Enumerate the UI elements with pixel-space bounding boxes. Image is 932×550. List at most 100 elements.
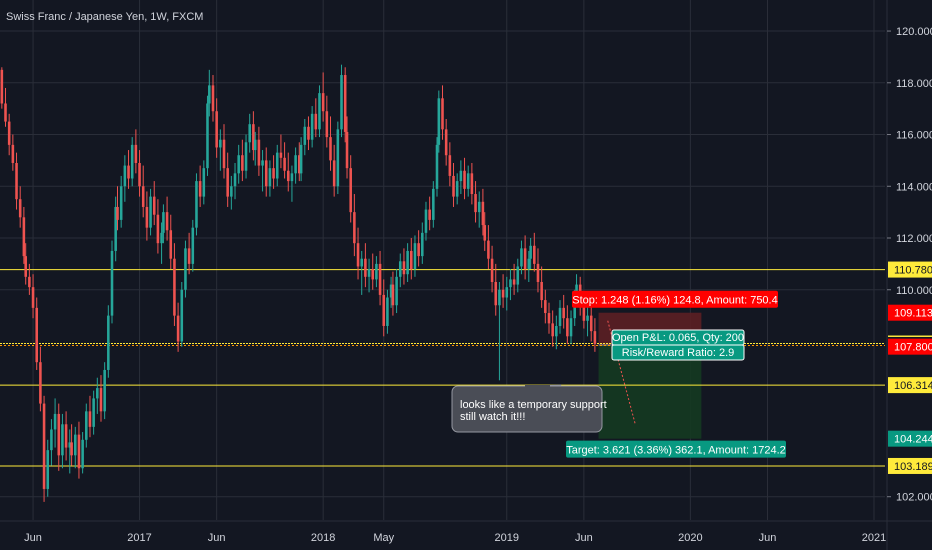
candle-up bbox=[406, 250, 409, 275]
candle-up bbox=[160, 232, 163, 244]
time-tick-label: Jun bbox=[24, 532, 42, 544]
candle-down bbox=[321, 93, 325, 112]
position-price-tag-label: 104.244 bbox=[894, 434, 932, 446]
candle-up bbox=[103, 369, 106, 412]
candle-down bbox=[410, 250, 413, 270]
candle-up bbox=[586, 315, 589, 321]
price-tick-label: 120.000 bbox=[896, 26, 932, 38]
candle-down bbox=[589, 315, 593, 332]
candle-down bbox=[35, 307, 39, 363]
candle-down bbox=[332, 160, 336, 187]
candle-down bbox=[116, 206, 119, 220]
candle-up bbox=[53, 413, 57, 430]
candle-down bbox=[88, 411, 92, 427]
candle-down bbox=[448, 155, 452, 176]
candle-up bbox=[290, 173, 294, 182]
candle-up bbox=[261, 160, 264, 166]
candle-down bbox=[77, 434, 81, 469]
candle-down bbox=[382, 294, 386, 326]
candle-down bbox=[402, 261, 406, 275]
callout-text: looks like a temporary support bbox=[460, 399, 607, 411]
candle-down bbox=[145, 206, 149, 228]
time-tick-label: Jun bbox=[575, 532, 593, 544]
price-axis[interactable]: 120.000 118.000 116.000 114.000 112.000 110.0… bbox=[886, 0, 932, 550]
candle-up bbox=[505, 287, 509, 298]
candle-up bbox=[455, 181, 459, 197]
candle-down bbox=[176, 315, 180, 342]
candle-down bbox=[428, 209, 431, 220]
candle-down bbox=[141, 186, 145, 207]
candle-down bbox=[371, 269, 375, 280]
candle-down bbox=[11, 144, 15, 163]
candle-down bbox=[494, 281, 498, 306]
candle-down bbox=[28, 276, 31, 288]
candle-up bbox=[459, 170, 463, 182]
candle-down bbox=[222, 139, 226, 169]
time-tick-label: 2020 bbox=[678, 532, 702, 544]
candle-down bbox=[536, 263, 540, 282]
candle-down bbox=[481, 201, 485, 226]
candle-down bbox=[22, 217, 26, 257]
candle-down bbox=[138, 162, 141, 187]
candle-down bbox=[490, 258, 494, 282]
candle-up bbox=[421, 232, 424, 257]
candle-up bbox=[395, 276, 398, 306]
candle-down bbox=[562, 307, 565, 319]
candle-up bbox=[233, 173, 237, 187]
time-tick-label: 2018 bbox=[311, 532, 335, 544]
candle-down bbox=[391, 284, 395, 306]
target-label-text: Target: 3.621 (3.36%) 362.1, Amount: 172… bbox=[566, 445, 786, 457]
candle-down bbox=[283, 157, 286, 171]
candle-up bbox=[398, 261, 402, 277]
candle-up bbox=[244, 142, 248, 171]
candle-up bbox=[310, 113, 314, 140]
candle-up bbox=[253, 139, 257, 151]
candle-down bbox=[307, 126, 310, 140]
candle-up bbox=[558, 307, 562, 326]
candle-down bbox=[523, 248, 527, 270]
candle-up bbox=[50, 429, 53, 451]
candle-down bbox=[501, 289, 505, 298]
candle-down bbox=[127, 165, 130, 179]
candle-up bbox=[389, 284, 393, 298]
candle-up bbox=[202, 168, 206, 197]
candle-down bbox=[211, 85, 215, 112]
candle-up bbox=[123, 165, 127, 187]
candle-down bbox=[64, 424, 68, 448]
candle-up bbox=[237, 155, 240, 174]
candle-down bbox=[345, 131, 349, 169]
time-tick-label: 2019 bbox=[495, 532, 519, 544]
time-tick-label: 2021 bbox=[862, 532, 886, 544]
time-tick-label: 2017 bbox=[127, 532, 151, 544]
candle-down bbox=[566, 318, 569, 337]
open-pnl-label-text: Open P&L: 0.065, Qty: 200 bbox=[612, 332, 744, 344]
time-axis[interactable]: Jun 2017 Jun 2018 May 2019 Jun 2020 Jun 2021 bbox=[0, 520, 932, 544]
annotations: Stop: 1.248 (1.16%) 124.8, Amount: 750.4… bbox=[451, 290, 786, 458]
candle-up bbox=[46, 450, 50, 489]
position-zones bbox=[598, 312, 702, 439]
candle-up bbox=[477, 201, 481, 213]
candle-up bbox=[336, 129, 340, 187]
candle-down bbox=[57, 413, 61, 456]
price-tick-label: 118.000 bbox=[896, 78, 932, 90]
time-tick-label: Jun bbox=[208, 532, 226, 544]
candle-up bbox=[375, 263, 378, 280]
price-tick-label: 112.000 bbox=[896, 233, 932, 245]
candle-down bbox=[474, 194, 477, 213]
candle-down bbox=[215, 111, 218, 148]
candle-up bbox=[68, 442, 72, 448]
candle-down bbox=[356, 243, 360, 267]
candle-down bbox=[134, 144, 138, 163]
candle-down bbox=[257, 139, 261, 166]
level-price-tag-label: 103.189 bbox=[894, 461, 932, 473]
level-price-tag bbox=[888, 377, 932, 394]
candle-down bbox=[512, 279, 516, 285]
candle-down bbox=[264, 160, 268, 187]
candle-down bbox=[31, 287, 35, 308]
target-label bbox=[566, 440, 786, 458]
price-tick-label: 110.000 bbox=[896, 285, 932, 297]
candle-up bbox=[432, 188, 435, 220]
time-tick-label: May bbox=[373, 532, 394, 544]
candle-up bbox=[81, 439, 84, 469]
